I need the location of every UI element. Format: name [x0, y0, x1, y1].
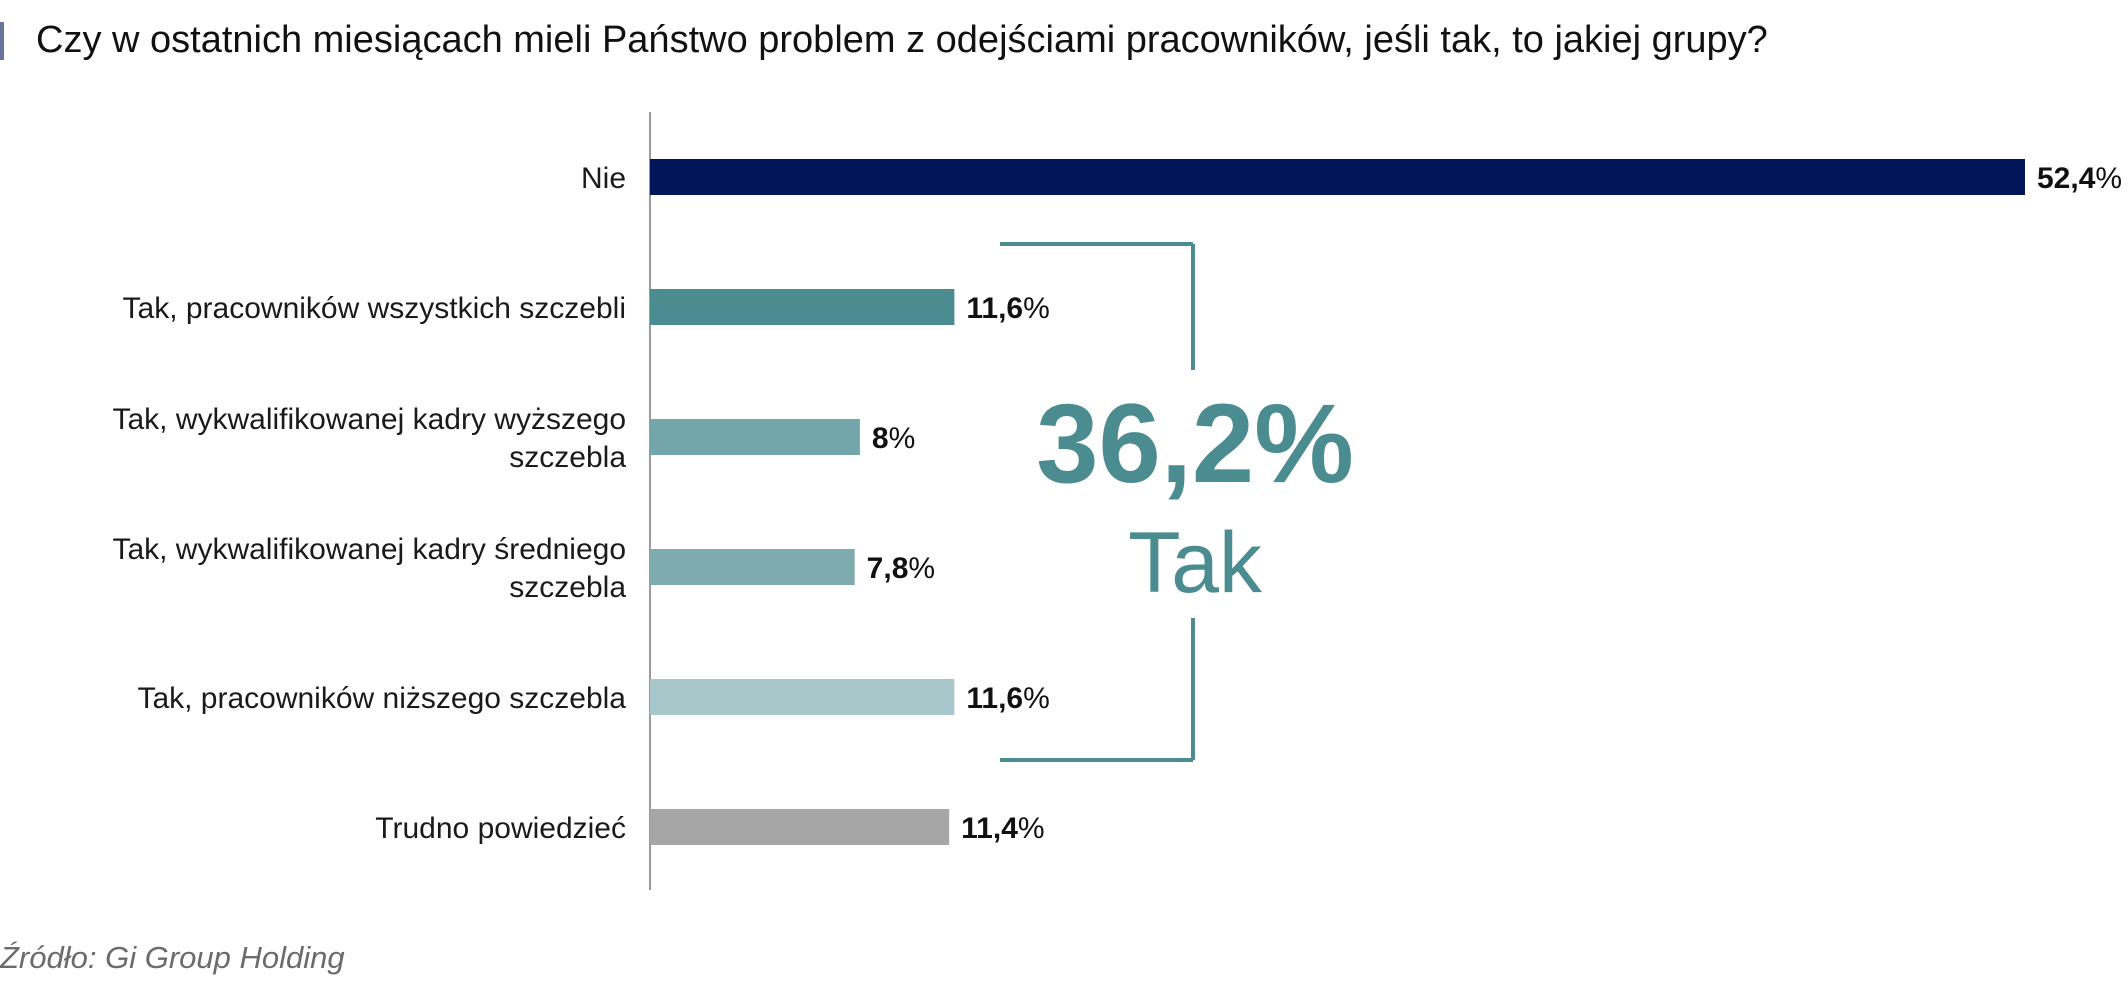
source-note: Źródło: Gi Group Holding — [0, 940, 345, 975]
value-unit-4: % — [908, 552, 935, 585]
category-label-4-line-2: szczebla — [509, 571, 626, 604]
annotation-label: Tak — [1128, 515, 1263, 611]
bar-3 — [650, 419, 860, 455]
value-unit-3: % — [889, 422, 916, 455]
value-label-5: 11,6% — [966, 682, 1049, 715]
value-unit-6: % — [1018, 812, 1045, 845]
category-label-2: Tak, pracowników wszystkich szczebli — [123, 292, 626, 325]
value-unit-2: % — [1023, 292, 1050, 325]
category-label-3-line-2: szczebla — [509, 441, 626, 474]
value-number-6: 11,4 — [961, 812, 1018, 845]
value-number-2: 11,6 — [966, 292, 1023, 325]
bar-4 — [650, 549, 855, 585]
category-label-5: Tak, pracowników niższego szczebla — [137, 682, 626, 715]
annotation-value: 36,2% — [1036, 381, 1354, 506]
bar-6 — [650, 809, 950, 845]
value-label-6: 11,4% — [961, 812, 1044, 845]
value-label-3: 8% — [872, 422, 915, 455]
value-number-5: 11,6 — [966, 682, 1023, 715]
value-number-1: 52,4 — [2037, 162, 2096, 195]
bar-1 — [650, 159, 2025, 195]
chart-title: Czy w ostatnich miesiącach mieli Państwo… — [36, 19, 1768, 61]
value-number-3: 8 — [872, 422, 889, 455]
value-label-4: 7,8% — [867, 552, 935, 585]
category-label-4-line-1: Tak, wykwalifikowanej kadry średniego — [112, 533, 626, 566]
title-accent-bar — [0, 22, 4, 60]
value-unit-5: % — [1023, 682, 1050, 715]
value-number-4: 7,8 — [867, 552, 909, 585]
category-label-3-line-1: Tak, wykwalifikowanej kadry wyższego — [112, 403, 626, 436]
value-label-1: 52,4% — [2037, 162, 2122, 195]
category-label-6: Trudno powiedzieć — [375, 812, 626, 845]
bar-5 — [650, 679, 955, 715]
value-label-2: 11,6% — [966, 292, 1049, 325]
value-unit-1: % — [2095, 162, 2122, 195]
bar-2 — [650, 289, 955, 325]
category-label-1: Nie — [581, 162, 626, 195]
